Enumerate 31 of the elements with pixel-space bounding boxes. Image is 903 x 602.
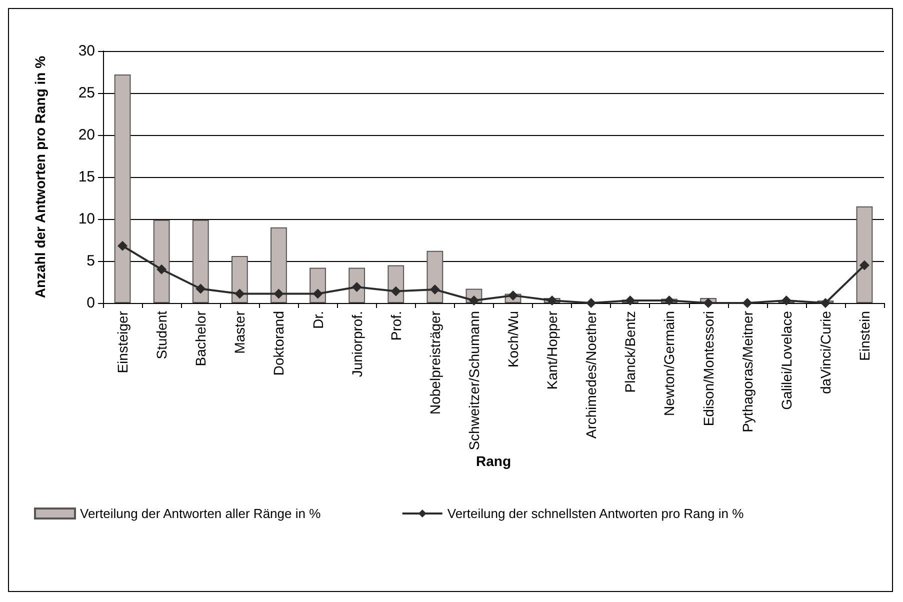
x-tick-label: daVinci/Curie xyxy=(817,310,834,394)
y-tick-label: 10 xyxy=(78,210,95,228)
x-tick-label: Schweitzer/Schumann xyxy=(466,311,482,450)
x-tick-label: Doktorand xyxy=(270,311,287,376)
x-tick-label: Bachelor xyxy=(192,310,209,366)
x-tick-label: Dr. xyxy=(310,311,326,329)
x-tick-label: Prof. xyxy=(388,311,404,341)
x-tick-label: Einsteiger xyxy=(114,310,131,374)
x-tick-label: Newton/Germain xyxy=(661,311,678,416)
x-tick-label: Juniorprof. xyxy=(348,311,365,378)
y-tick-label: 0 xyxy=(86,294,95,312)
x-tick-label: Nobelpreisträger xyxy=(426,310,443,414)
y-tick-label: 30 xyxy=(78,42,95,60)
x-axis-title: Rang xyxy=(476,453,511,470)
x-tick-label: Student xyxy=(154,310,170,360)
legend-label: Verteilung der schnellsten Antworten pro Rang in % xyxy=(447,506,744,521)
x-tick-label: Archimedes/Noether xyxy=(583,310,600,439)
x-tick-label: Galilei/Lovelace xyxy=(778,310,794,410)
x-tick-label: Master xyxy=(232,310,248,354)
legend-label: Verteilung der Antworten aller Ränge in % xyxy=(80,506,322,521)
y-tick-label: 20 xyxy=(78,126,95,144)
x-tick-label: Pythagoras/Meitner xyxy=(739,310,756,432)
x-tick-label: Kant/Hopper xyxy=(544,310,560,390)
x-tick-label: Planck/Bentz xyxy=(622,311,638,393)
x-tick-label: Einstein xyxy=(856,311,872,361)
x-tick-label: Edison/Montessori xyxy=(700,311,716,426)
x-tick-label: Koch/Wu xyxy=(505,311,522,368)
y-tick-label: 5 xyxy=(86,252,95,270)
y-tick-label: 15 xyxy=(78,168,95,186)
y-tick-label: 25 xyxy=(78,84,95,102)
y-axis-title: Anzahl der Antworten pro Rang in % xyxy=(32,55,48,298)
